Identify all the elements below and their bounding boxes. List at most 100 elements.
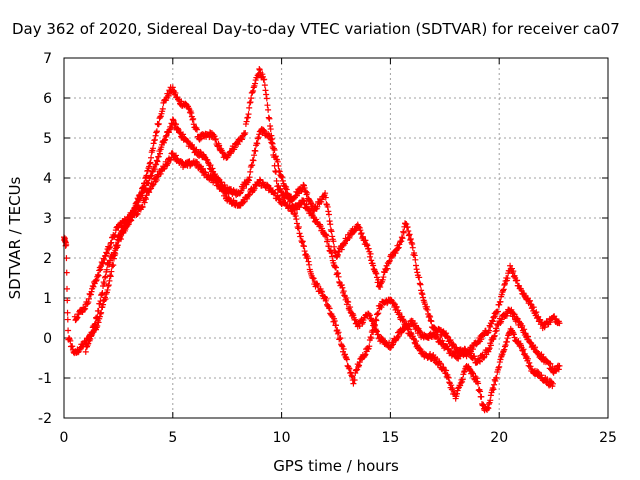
data-point xyxy=(327,221,334,228)
data-point xyxy=(324,236,331,243)
data-point xyxy=(340,288,347,295)
data-point xyxy=(133,212,140,219)
data-point xyxy=(364,242,371,249)
data-point xyxy=(64,316,71,323)
data-point xyxy=(343,356,350,363)
data-point xyxy=(148,172,155,179)
data-point xyxy=(323,232,330,239)
data-point xyxy=(484,404,491,411)
data-point xyxy=(491,313,498,320)
data-point xyxy=(328,250,335,257)
data-point xyxy=(101,274,108,281)
data-point xyxy=(325,243,332,250)
data-point xyxy=(500,287,507,294)
y-axis-label: SDTVAR / TECUs xyxy=(6,176,24,299)
data-point xyxy=(420,294,427,301)
data-point xyxy=(331,243,338,250)
data-point xyxy=(496,301,503,308)
data-point xyxy=(384,265,391,272)
data-point xyxy=(157,150,163,157)
data-point xyxy=(108,268,115,275)
data-point xyxy=(487,342,494,349)
data-point xyxy=(386,258,393,265)
data-point xyxy=(256,67,263,74)
data-point xyxy=(267,136,274,143)
data-point xyxy=(146,160,153,167)
data-point xyxy=(252,80,259,87)
y-tick-label: 7 xyxy=(43,51,52,67)
data-point xyxy=(327,247,334,254)
data-point xyxy=(494,308,501,315)
data-point xyxy=(520,346,527,353)
data-point xyxy=(367,334,374,341)
data-point xyxy=(95,319,102,326)
data-point xyxy=(324,203,331,210)
data-point xyxy=(399,235,406,242)
data-point xyxy=(398,238,405,245)
data-point xyxy=(502,342,509,349)
data-point xyxy=(555,366,562,373)
y-tick-label: -2 xyxy=(38,411,52,427)
data-point xyxy=(96,267,103,274)
data-point xyxy=(101,280,108,287)
data-point xyxy=(350,380,357,387)
data-point xyxy=(124,220,131,227)
grid xyxy=(64,58,608,418)
data-point xyxy=(343,294,350,301)
data-point xyxy=(295,223,302,230)
data-point xyxy=(128,214,135,221)
ticks: 0 5 10 15 20 25 -2 -1 0 1 2 3 4 5 6 7 xyxy=(38,51,617,446)
data-point xyxy=(541,324,548,331)
data-point xyxy=(94,271,101,278)
data-point xyxy=(352,367,359,374)
data-point xyxy=(167,125,174,132)
data-point xyxy=(366,343,373,350)
data-point xyxy=(157,170,164,177)
data-point xyxy=(404,224,411,231)
data-point xyxy=(344,298,351,305)
data-point xyxy=(409,241,416,248)
x-tick-label: 0 xyxy=(60,430,69,446)
data-point xyxy=(400,326,407,333)
data-point xyxy=(269,140,275,147)
data-point xyxy=(82,348,89,355)
data-point xyxy=(491,381,498,388)
data-point xyxy=(549,380,556,387)
data-point xyxy=(504,275,511,282)
data-point xyxy=(473,375,480,382)
data-point xyxy=(526,297,533,304)
data-point xyxy=(188,109,195,116)
data-point xyxy=(467,350,474,357)
data-point xyxy=(333,264,339,271)
data-point xyxy=(362,351,369,358)
data-point xyxy=(449,385,456,392)
data-point xyxy=(521,326,528,333)
data-point xyxy=(117,236,124,243)
data-point xyxy=(247,99,254,106)
data-point xyxy=(272,153,279,160)
data-point xyxy=(293,216,300,223)
data-point xyxy=(260,126,267,133)
data-point xyxy=(306,261,313,268)
data-point xyxy=(487,323,494,330)
data-point xyxy=(386,257,393,264)
data-point xyxy=(294,189,301,196)
y-tick-label: 4 xyxy=(43,171,52,187)
data-point xyxy=(299,239,306,246)
data-point xyxy=(87,291,94,298)
x-tick-label: 10 xyxy=(273,430,291,446)
data-point xyxy=(132,204,139,211)
data-point xyxy=(501,281,508,288)
data-point xyxy=(491,333,498,340)
data-point xyxy=(379,276,386,283)
data-point xyxy=(368,257,375,264)
data-point xyxy=(355,363,362,370)
data-point xyxy=(87,336,94,343)
data-point xyxy=(514,315,521,322)
data-point xyxy=(342,353,349,360)
data-point xyxy=(497,298,504,305)
data-point xyxy=(267,185,274,192)
plot-frame xyxy=(63,57,609,419)
data-point xyxy=(373,328,380,335)
data-point xyxy=(110,262,117,269)
